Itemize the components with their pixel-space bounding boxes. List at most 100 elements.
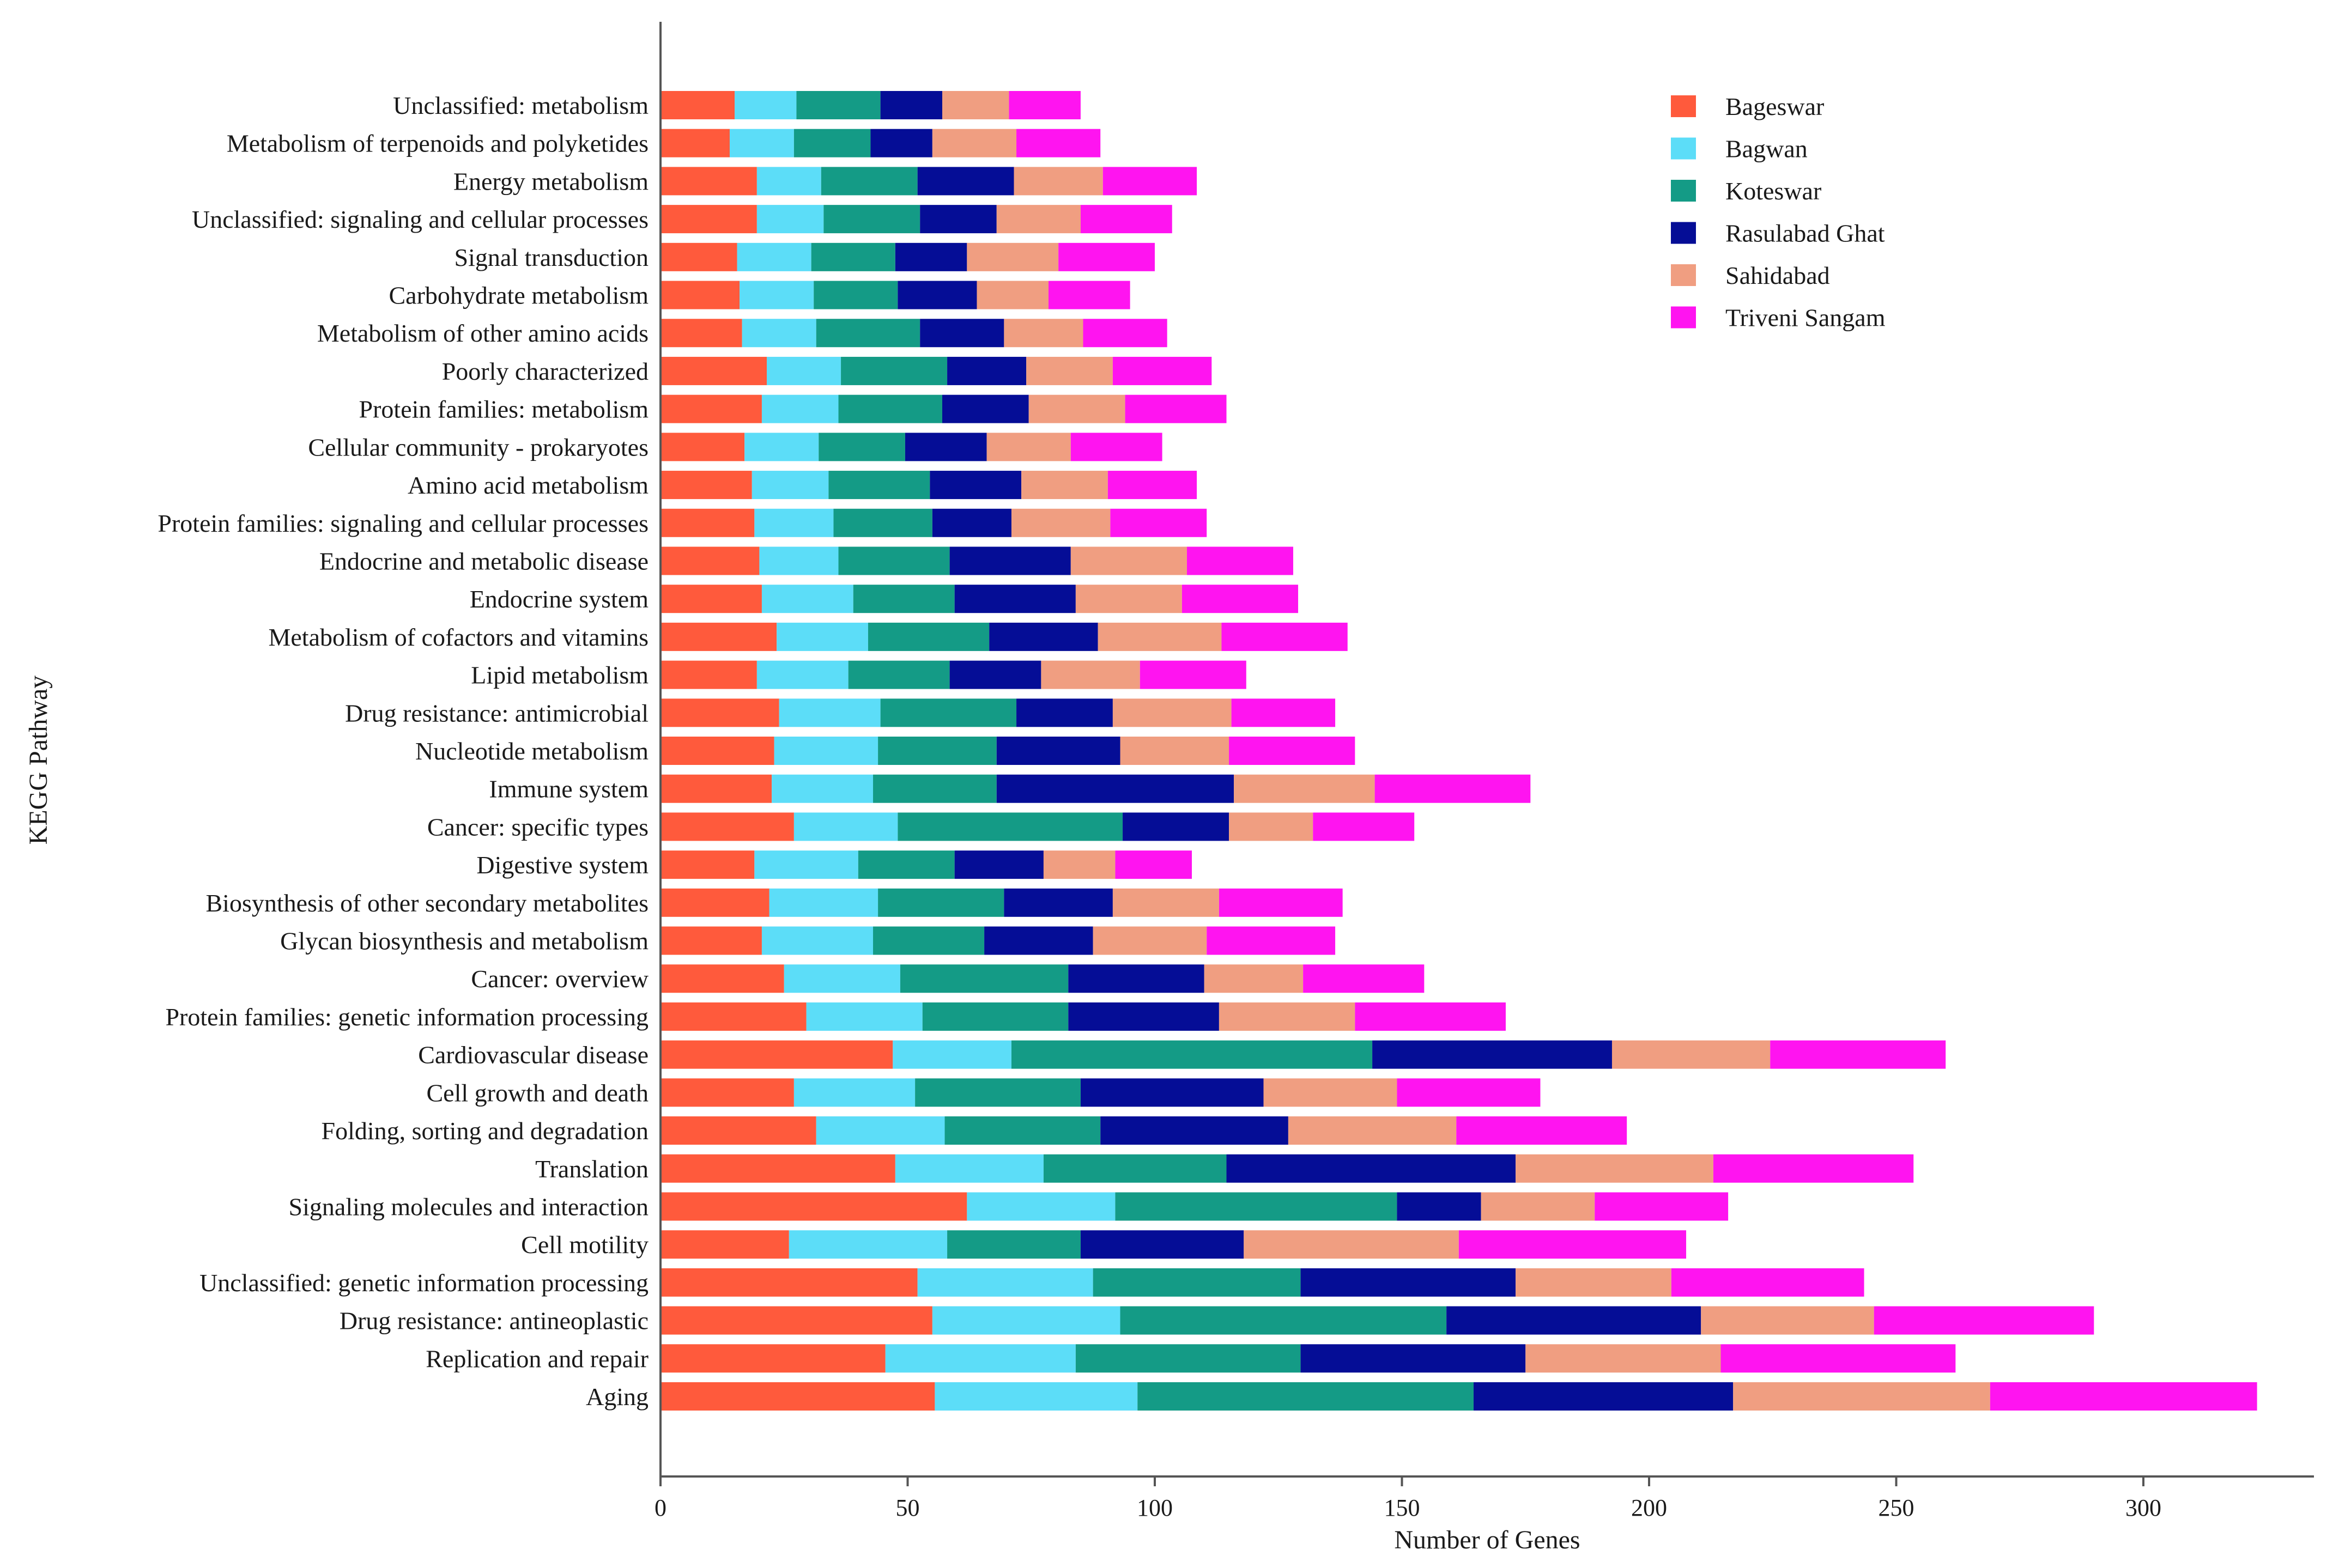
- bar-triveni-sangam-row-31: [1671, 1268, 1864, 1297]
- legend-label-bagwan: Bagwan: [1725, 135, 1808, 163]
- bar-triveni-sangam-row-4: [1058, 242, 1155, 271]
- bar-rasulabad-ghat-row-10: [930, 471, 1022, 500]
- legend-label-triveni-sangam: Triveni Sangam: [1725, 304, 1886, 332]
- bar-bagwan-row-9: [744, 433, 819, 461]
- bar-triveni-sangam-row-30: [1458, 1230, 1687, 1259]
- category-label: Drug resistance: antineoplastic: [340, 1307, 649, 1335]
- bar-bageswar-row-32: [661, 1306, 932, 1335]
- bar-triveni-sangam-row-6: [1083, 319, 1167, 348]
- bar-sahidabad-row-16: [1112, 698, 1232, 727]
- bar-rasulabad-ghat-row-32: [1446, 1306, 1701, 1335]
- bar-rasulabad-ghat-row-33: [1300, 1344, 1526, 1373]
- bar-sahidabad-row-3: [996, 205, 1081, 234]
- bar-triveni-sangam-row-15: [1140, 660, 1246, 689]
- bar-bageswar-row-7: [661, 356, 767, 385]
- category-label: Amino acid metabolism: [408, 471, 649, 499]
- category-label: Biosynthesis of other secondary metaboli…: [205, 889, 649, 917]
- bar-bagwan-row-22: [761, 926, 874, 955]
- legend-swatch-sahidabad: [1671, 264, 1696, 286]
- bar-triveni-sangam-row-5: [1048, 281, 1130, 309]
- bar-sahidabad-row-14: [1098, 622, 1222, 651]
- category-label: Immune system: [489, 775, 649, 803]
- bar-sahidabad-row-21: [1112, 888, 1219, 917]
- bar-koteswar-row-9: [819, 433, 905, 461]
- bar-triveni-sangam-row-14: [1221, 622, 1348, 651]
- bar-sahidabad-row-23: [1204, 964, 1304, 993]
- bar-bagwan-row-29: [967, 1192, 1116, 1221]
- category-label: Cellular community - prokaryotes: [308, 433, 649, 461]
- bar-rasulabad-ghat-row-13: [954, 585, 1076, 613]
- category-label: Aging: [586, 1383, 649, 1411]
- bar-rasulabad-ghat-row-27: [1100, 1116, 1288, 1145]
- bar-sahidabad-row-25: [1611, 1040, 1771, 1069]
- x-tick-label: 50: [896, 1494, 920, 1521]
- bar-sahidabad-row-4: [967, 242, 1059, 271]
- bar-bagwan-row-14: [777, 622, 868, 651]
- bar-koteswar-row-18: [873, 774, 997, 803]
- bar-rasulabad-ghat-row-5: [898, 281, 977, 309]
- bar-bageswar-row-25: [661, 1040, 893, 1069]
- bar-koteswar-row-22: [873, 926, 985, 955]
- bar-rasulabad-ghat-row-11: [932, 508, 1011, 537]
- category-label: Signal transduction: [455, 244, 649, 271]
- bar-rasulabad-ghat-row-23: [1068, 964, 1204, 993]
- bar-sahidabad-row-0: [942, 91, 1009, 119]
- bar-sahidabad-row-7: [1026, 356, 1113, 385]
- bar-bageswar-row-10: [661, 471, 752, 500]
- bar-rasulabad-ghat-row-9: [905, 433, 987, 461]
- bar-sahidabad-row-8: [1028, 394, 1125, 423]
- bar-sahidabad-row-28: [1516, 1154, 1713, 1183]
- category-label: Metabolism of terpenoids and polyketides: [227, 130, 649, 157]
- bar-bagwan-row-7: [767, 356, 841, 385]
- bar-koteswar-row-20: [858, 850, 955, 879]
- bar-bageswar-row-1: [661, 129, 730, 157]
- bar-triveni-sangam-row-22: [1207, 926, 1336, 955]
- bar-koteswar-row-11: [833, 508, 932, 537]
- bar-koteswar-row-29: [1115, 1192, 1397, 1221]
- bar-rasulabad-ghat-row-1: [870, 129, 932, 157]
- bar-triveni-sangam-row-13: [1181, 585, 1299, 613]
- category-label: Unclassified: metabolism: [393, 92, 649, 119]
- bar-sahidabad-row-10: [1021, 471, 1108, 500]
- bar-bagwan-row-1: [729, 129, 794, 157]
- category-labels: Unclassified: metabolism Metabolism of te…: [157, 92, 649, 1411]
- bar-bagwan-row-33: [885, 1344, 1076, 1373]
- bar-koteswar-row-15: [848, 660, 950, 689]
- bar-rasulabad-ghat-row-0: [880, 91, 942, 119]
- category-label: Replication and repair: [426, 1345, 649, 1372]
- bar-rasulabad-ghat-row-24: [1068, 1002, 1219, 1031]
- bar-triveni-sangam-row-21: [1219, 888, 1343, 917]
- bar-triveni-sangam-row-18: [1374, 774, 1531, 803]
- bar-triveni-sangam-row-23: [1303, 964, 1425, 993]
- bar-bagwan-row-30: [789, 1230, 948, 1259]
- bars-layer: [661, 91, 2257, 1411]
- bar-koteswar-row-2: [821, 167, 918, 196]
- category-label: Translation: [535, 1155, 649, 1183]
- category-label: Energy metabolism: [453, 167, 649, 195]
- bar-bageswar-row-4: [661, 242, 737, 271]
- category-label: Unclassified: genetic information proces…: [199, 1269, 649, 1297]
- category-label: Cancer: specific types: [427, 813, 649, 841]
- bar-bageswar-row-24: [661, 1002, 807, 1031]
- bar-sahidabad-row-1: [932, 129, 1017, 157]
- category-label: Drug resistance: antimicrobial: [345, 699, 649, 727]
- bar-bagwan-row-3: [756, 205, 824, 234]
- bar-triveni-sangam-row-16: [1231, 698, 1336, 727]
- legend-swatch-rasulabad-ghat: [1671, 222, 1696, 244]
- bar-sahidabad-row-34: [1733, 1382, 1990, 1411]
- bar-triveni-sangam-row-2: [1102, 167, 1197, 196]
- bar-bagwan-row-13: [761, 585, 853, 613]
- bar-bageswar-row-31: [661, 1268, 918, 1297]
- bar-triveni-sangam-row-27: [1456, 1116, 1627, 1145]
- bar-bageswar-row-12: [661, 546, 760, 575]
- bar-triveni-sangam-row-29: [1595, 1192, 1729, 1221]
- bar-bageswar-row-6: [661, 319, 742, 348]
- category-label: Cell motility: [521, 1231, 649, 1259]
- category-label: Signaling molecules and interaction: [289, 1193, 649, 1220]
- bar-rasulabad-ghat-row-6: [920, 319, 1004, 348]
- bar-rasulabad-ghat-row-18: [996, 774, 1234, 803]
- category-label: Poorly characterized: [442, 357, 649, 385]
- category-label: Protein families: metabolism: [359, 396, 649, 423]
- bar-bagwan-row-17: [774, 737, 878, 765]
